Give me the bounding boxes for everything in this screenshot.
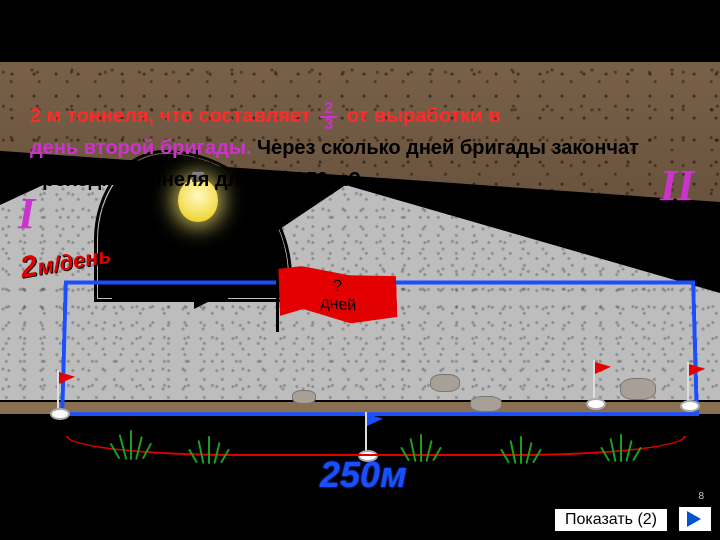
show-answer-button[interactable]: Показать (2) [554, 508, 668, 532]
distance-label: 250м [320, 454, 407, 496]
problem-fraction: 2 3 [320, 102, 337, 132]
label-brigade-1: I [18, 188, 35, 239]
problem-line1-tail: от выработки в [347, 105, 501, 127]
label-brigade-2: II [660, 160, 694, 211]
question-flag-body: ? дней [278, 264, 398, 329]
next-slide-button[interactable] [678, 506, 712, 532]
arrow-brigade-2 [520, 228, 676, 234]
problem-line1-red: 2 м тоннеля, что составляет [30, 105, 311, 127]
question-flag: ? дней [276, 270, 396, 322]
rock-icon [430, 374, 460, 392]
rock-icon [292, 390, 316, 404]
grass-icon [500, 432, 552, 464]
rock-icon [620, 378, 656, 400]
grass-icon [188, 432, 240, 464]
slide-stage: 2 м тоннеля, что составляет 2 3 от выраб… [0, 0, 720, 540]
marker-flag [50, 370, 66, 420]
grass-icon [600, 430, 652, 462]
arrow-brigade-1 [112, 294, 228, 300]
marker-flag [680, 362, 696, 412]
grass-icon [400, 430, 452, 462]
slide-number: 8 [698, 491, 704, 502]
marker-flag [586, 360, 602, 410]
problem-text: 2 м тоннеля, что составляет 2 3 от выраб… [30, 100, 690, 196]
rock-icon [470, 396, 502, 412]
problem-line2-purple: день второй бригады. [30, 137, 251, 159]
grass-icon [110, 428, 162, 460]
